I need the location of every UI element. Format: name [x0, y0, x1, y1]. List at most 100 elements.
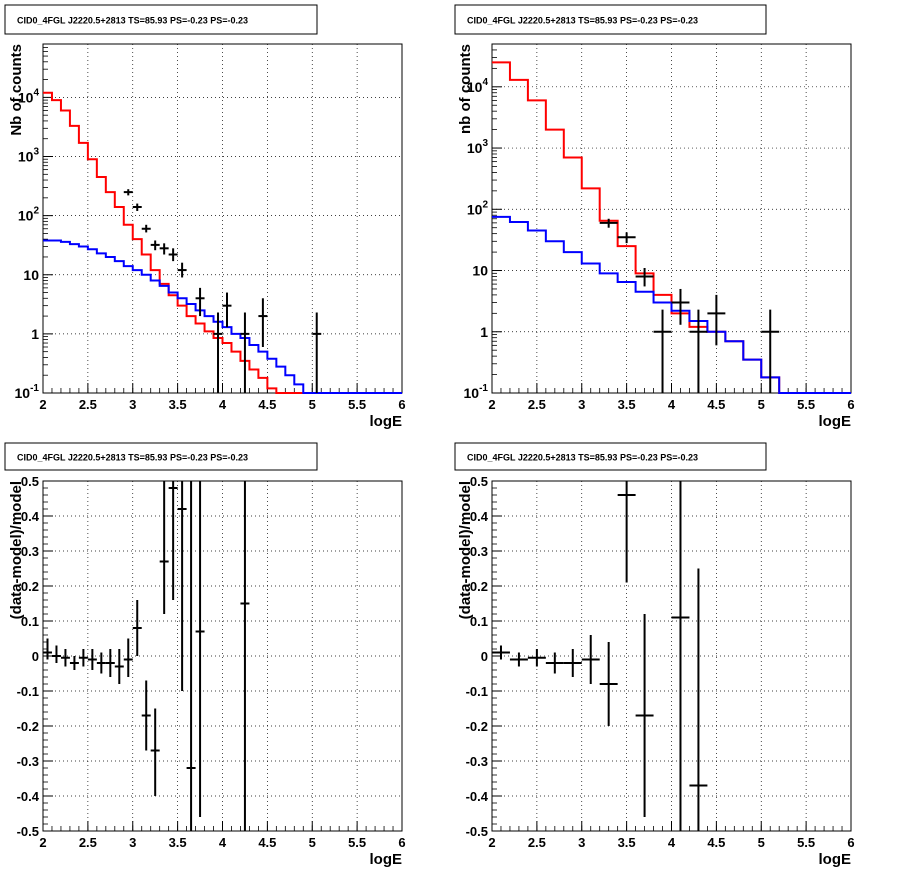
y-tick-label: 0.4: [470, 509, 489, 524]
data-point: [60, 649, 70, 667]
data-point: [761, 309, 780, 393]
title-box: [454, 442, 767, 471]
data-point: [114, 649, 124, 684]
x-tick-label: 2: [488, 835, 495, 850]
x-tick-label: 4.5: [707, 397, 725, 412]
y-tick-label: 0.5: [21, 474, 39, 489]
data-point: [96, 652, 106, 674]
chart-panel-4: CID0_4FGL J2220.5+2813 TS=85.93 PS=-0.23…: [454, 442, 855, 868]
series-line-2: [492, 215, 851, 394]
x-tick-label: 5: [758, 835, 765, 850]
x-tick-label: 3: [578, 835, 585, 850]
data-point: [159, 481, 169, 614]
y-tick-label: 0: [481, 649, 488, 664]
data-point: [177, 481, 187, 691]
chart-title: CID0_4FGL J2220.5+2813 TS=85.93 PS=-0.23…: [467, 16, 698, 26]
data-point: [141, 224, 151, 233]
y-tick-label: 104: [467, 77, 489, 95]
y-tick-label: 0.3: [21, 544, 39, 559]
chart-panel-1: CID0_4FGL J2220.5+2813 TS=85.93 PS=-0.23…: [4, 4, 406, 430]
y-tick-label: 10-1: [464, 383, 489, 401]
x-tick-label: 5.5: [797, 835, 815, 850]
y-tick-label: -0.2: [466, 719, 488, 734]
data-point: [159, 243, 169, 255]
y-tick-label: -0.3: [17, 754, 39, 769]
chart-panel-3: CID0_4FGL J2220.5+2813 TS=85.93 PS=-0.23…: [4, 442, 406, 868]
data-point: [150, 708, 160, 796]
y-tick-label: -0.4: [17, 789, 40, 804]
y-tick-label: -0.5: [466, 824, 488, 839]
y-tick-label: 10: [23, 267, 39, 283]
x-tick-label: 4.5: [707, 835, 725, 850]
y-tick-label: 10: [472, 263, 488, 279]
y-tick-label: 0.3: [470, 544, 488, 559]
data-point: [671, 288, 690, 325]
y-tick-label: 0.5: [470, 474, 488, 489]
x-tick-label: 2: [488, 397, 495, 412]
x-tick-label: 5: [758, 397, 765, 412]
x-tick-label: 2.5: [79, 835, 97, 850]
x-tick-label: 3.5: [618, 397, 636, 412]
y-axis-label: (data-model)/model: [457, 481, 474, 619]
x-axis-label: logE: [370, 413, 403, 430]
x-tick-label: 4: [668, 397, 676, 412]
data-point: [545, 652, 564, 674]
x-tick-label: 4: [668, 835, 676, 850]
data-point: [312, 312, 322, 393]
data-point: [78, 649, 88, 667]
data-point: [87, 649, 97, 670]
x-tick-label: 2.5: [528, 835, 546, 850]
title-box: [4, 442, 318, 471]
y-tick-label: 1: [480, 324, 488, 340]
data-point: [43, 638, 52, 660]
x-tick-label: 2: [39, 397, 46, 412]
x-tick-label: 3: [129, 835, 136, 850]
x-tick-label: 4: [219, 835, 227, 850]
data-point: [240, 312, 250, 393]
data-point: [492, 645, 510, 660]
data-point: [222, 292, 232, 328]
data-point: [599, 218, 618, 228]
x-tick-label: 2.5: [528, 397, 546, 412]
data-point: [509, 652, 528, 667]
title-box: [4, 4, 318, 35]
y-tick-label: 0.2: [21, 579, 39, 594]
y-axis-label: nb of counts: [457, 44, 474, 134]
data-point: [635, 614, 654, 817]
series-line-1: [43, 91, 402, 394]
y-tick-label: 1: [31, 326, 39, 342]
data-point: [195, 481, 205, 817]
data-point: [105, 649, 115, 677]
y-tick-label: 0: [32, 649, 39, 664]
series-line-2: [43, 239, 402, 394]
x-tick-label: 2.5: [79, 397, 97, 412]
x-tick-label: 3.5: [169, 835, 187, 850]
data-point: [599, 642, 618, 726]
data-point: [653, 309, 672, 393]
data-point: [132, 600, 142, 656]
data-point: [150, 240, 160, 251]
data-point: [168, 248, 178, 262]
x-tick-label: 5.5: [797, 397, 815, 412]
y-tick-label: -0.4: [466, 789, 489, 804]
y-tick-label: 103: [18, 147, 40, 165]
data-point: [177, 262, 187, 278]
data-point: [581, 635, 600, 684]
x-tick-label: 6: [398, 397, 405, 412]
data-point: [168, 481, 178, 600]
y-tick-label: -0.5: [17, 824, 39, 839]
data-point: [635, 267, 654, 287]
x-tick-label: 4.5: [258, 397, 276, 412]
data-point: [527, 649, 546, 667]
x-tick-label: 4.5: [258, 835, 276, 850]
y-tick-label: -0.1: [466, 684, 488, 699]
data-point: [186, 481, 196, 831]
y-tick-label: 102: [467, 199, 489, 217]
data-point: [51, 645, 61, 663]
data-point: [195, 287, 205, 317]
x-tick-label: 5.5: [348, 397, 366, 412]
x-tick-label: 3.5: [169, 397, 187, 412]
x-tick-label: 3: [578, 397, 585, 412]
data-point: [258, 298, 268, 347]
